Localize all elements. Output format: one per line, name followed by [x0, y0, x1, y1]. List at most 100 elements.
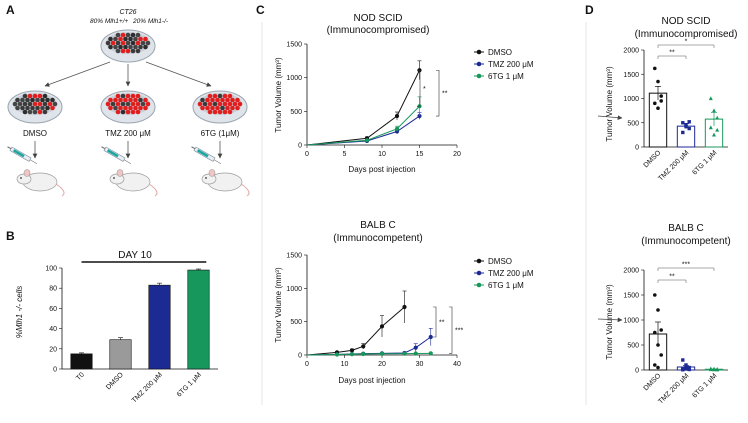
cell-dot — [140, 101, 146, 107]
chart-nod-scid-endpoint: NOD SCID (Immunocompromised) Tumor Volum… — [605, 16, 737, 183]
data-point — [428, 351, 433, 356]
y-tick-label: 100 — [45, 266, 57, 273]
mouse-icon — [201, 169, 250, 197]
significance-bracket — [657, 279, 687, 283]
cell-dot — [212, 93, 218, 99]
arrow-to-6tg — [145, 61, 212, 87]
legend-label: TMZ 200 μM — [488, 269, 534, 278]
condition-label-dmso: DMSO — [23, 129, 47, 138]
cell-dot — [22, 101, 28, 107]
cell-dot — [215, 97, 220, 103]
cell-dot — [227, 93, 233, 99]
cell-dot — [120, 93, 126, 99]
cell-dot — [118, 36, 123, 42]
cell-dot — [205, 105, 210, 111]
significance-label: ** — [669, 274, 675, 281]
data-point — [402, 351, 407, 356]
legend-label: 6TG 1 μM — [488, 281, 524, 290]
cell-dot — [215, 105, 220, 111]
cell-dot — [113, 36, 118, 42]
bar — [70, 353, 93, 370]
cell-dot — [123, 36, 128, 42]
cell-dot — [47, 101, 53, 107]
cell-dot — [108, 97, 113, 103]
cell-dot — [123, 97, 128, 103]
cell-dot — [145, 40, 151, 46]
chart-mlh1-day10: DAY 10 %Mlh1 -/- cells 0 20 40 60 80 100 T0 DMS… — [15, 250, 218, 405]
syringe-icon — [191, 146, 222, 164]
x-tick-label: 30 — [416, 361, 424, 368]
cell-dot — [108, 36, 113, 42]
x-tick-label: TMZ 200 μM — [131, 371, 164, 404]
cell-dot — [235, 97, 240, 103]
data-point — [659, 328, 663, 332]
y-axis-label: Tumor Volume (mm³) — [605, 284, 614, 360]
data-point — [394, 113, 400, 119]
y-tick-label: 500 — [627, 120, 639, 127]
bar — [109, 339, 132, 370]
cell-dot — [225, 105, 230, 111]
cell-dot — [135, 32, 141, 38]
y-tick-label: 1000 — [623, 318, 639, 325]
cell-dot — [20, 105, 25, 111]
cell-dot — [220, 105, 225, 111]
cell-dot — [135, 48, 141, 54]
y-tick-label: 0 — [298, 143, 302, 150]
data-point — [379, 351, 385, 356]
x-tick-label: 20 — [453, 151, 461, 158]
cell-dot — [227, 109, 233, 115]
data-point — [712, 108, 716, 113]
cell-dot — [115, 48, 121, 54]
chart-title: BALB C — [360, 220, 396, 231]
cell-dot — [45, 105, 50, 111]
cell-dot — [133, 44, 138, 50]
cell-line-label: CT26 — [119, 9, 136, 16]
data-point — [687, 126, 691, 131]
cell-dot — [130, 93, 136, 99]
y-tick-label: 500 — [627, 343, 639, 350]
cell-dot — [138, 36, 143, 42]
y-tick-label: 500 — [290, 109, 302, 116]
significance-bracket — [657, 55, 687, 59]
series-line — [306, 70, 420, 146]
arrow-to-d2 — [597, 317, 623, 323]
cell-dot — [227, 101, 233, 107]
data-point — [712, 367, 716, 372]
cell-dot — [15, 97, 20, 103]
data-point — [349, 348, 355, 353]
mix-right-label: 20% Mlh1-/- — [132, 18, 169, 25]
chart-subtitle: (Immunocompromised) — [327, 25, 430, 36]
cell-dot — [115, 101, 121, 107]
cell-dot — [130, 40, 136, 46]
y-tick-label: 1500 — [623, 293, 639, 300]
cell-dot — [225, 97, 230, 103]
data-point — [708, 367, 713, 372]
cell-dot — [143, 44, 148, 50]
cell-dot — [128, 97, 133, 103]
cell-dot — [222, 101, 228, 107]
arrow-to-dmso — [44, 61, 111, 87]
x-tick-label: 6TG 1 μM — [691, 149, 718, 176]
y-tick-label: 1500 — [286, 42, 302, 49]
cell-dot — [120, 40, 126, 46]
cell-dot — [232, 101, 238, 107]
x-tick-label: 40 — [453, 361, 461, 368]
y-tick-label: 0 — [53, 367, 57, 374]
cell-dot — [113, 97, 118, 103]
cell-dot — [128, 105, 133, 111]
bar — [148, 284, 171, 370]
significance-label: ** — [669, 50, 675, 57]
data-point — [656, 365, 660, 370]
cell-dot — [115, 109, 121, 115]
chart-title: NOD SCID — [662, 16, 711, 27]
data-point — [681, 130, 685, 135]
data-point — [394, 126, 400, 131]
cell-dot — [202, 101, 208, 107]
significance-bracket — [436, 69, 440, 117]
cell-dot — [138, 44, 143, 50]
data-point — [712, 132, 716, 137]
panel-label-c: C — [256, 3, 265, 17]
cell-dot — [118, 105, 123, 111]
data-point — [687, 120, 691, 124]
cell-dot — [217, 93, 223, 99]
